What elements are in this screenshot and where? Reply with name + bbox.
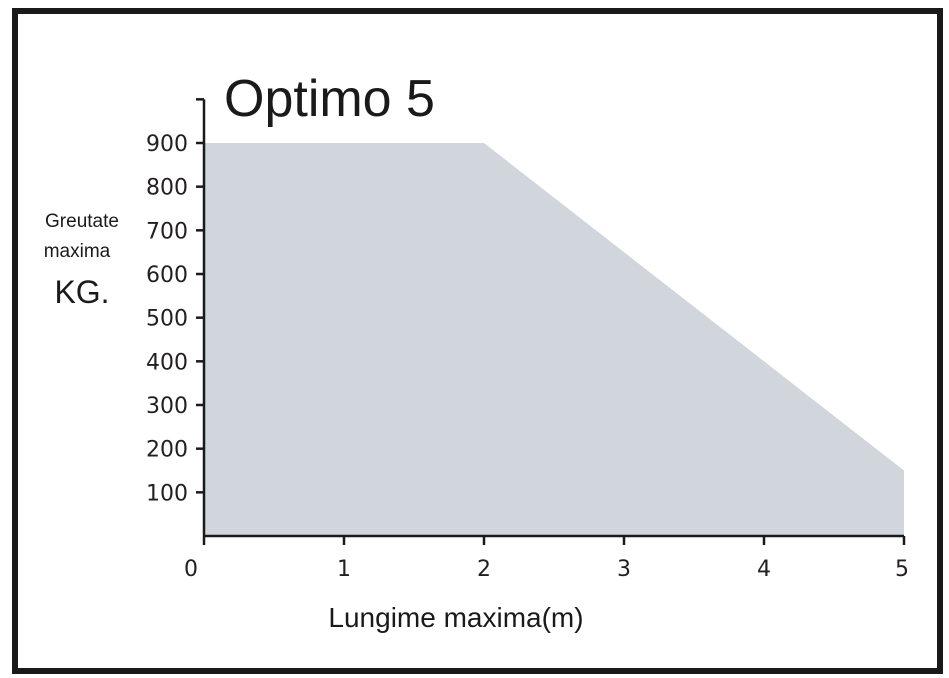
y-tick-label-400: 400 [146,350,188,375]
y-axis-unit-label: KG. [54,274,109,310]
x-tick-label-0: 0 [184,557,198,582]
y-tick-label-900: 900 [146,132,188,157]
x-tick-label-5: 5 [895,557,909,582]
y-tick-label-100: 100 [146,481,188,506]
y-tick-label-300: 300 [146,394,188,419]
x-tick-label-1: 1 [337,557,351,582]
y-tick-label-600: 600 [146,263,188,288]
x-tick-label-4: 4 [757,557,771,582]
y-tick-label-200: 200 [146,438,188,463]
x-tick-label-2: 2 [477,557,491,582]
y-tick-label-500: 500 [146,307,188,332]
x-axis-label: Lungime maxima(m) [328,602,583,633]
y-tick-label-700: 700 [146,219,188,244]
y-axis-label-line-1: Greutate [45,211,119,232]
x-tick-label-3: 3 [617,557,631,582]
chart-title: Optimo 5 [224,70,435,128]
x-axis-ticks: 0 1 2 3 4 5 [184,536,909,582]
y-axis-ticks: 100 200 300 400 500 600 700 800 900 [146,98,204,506]
y-tick-label-800: 800 [146,176,188,201]
capacity-area [204,143,904,536]
y-axis-label-line-2: maxima [44,241,111,262]
